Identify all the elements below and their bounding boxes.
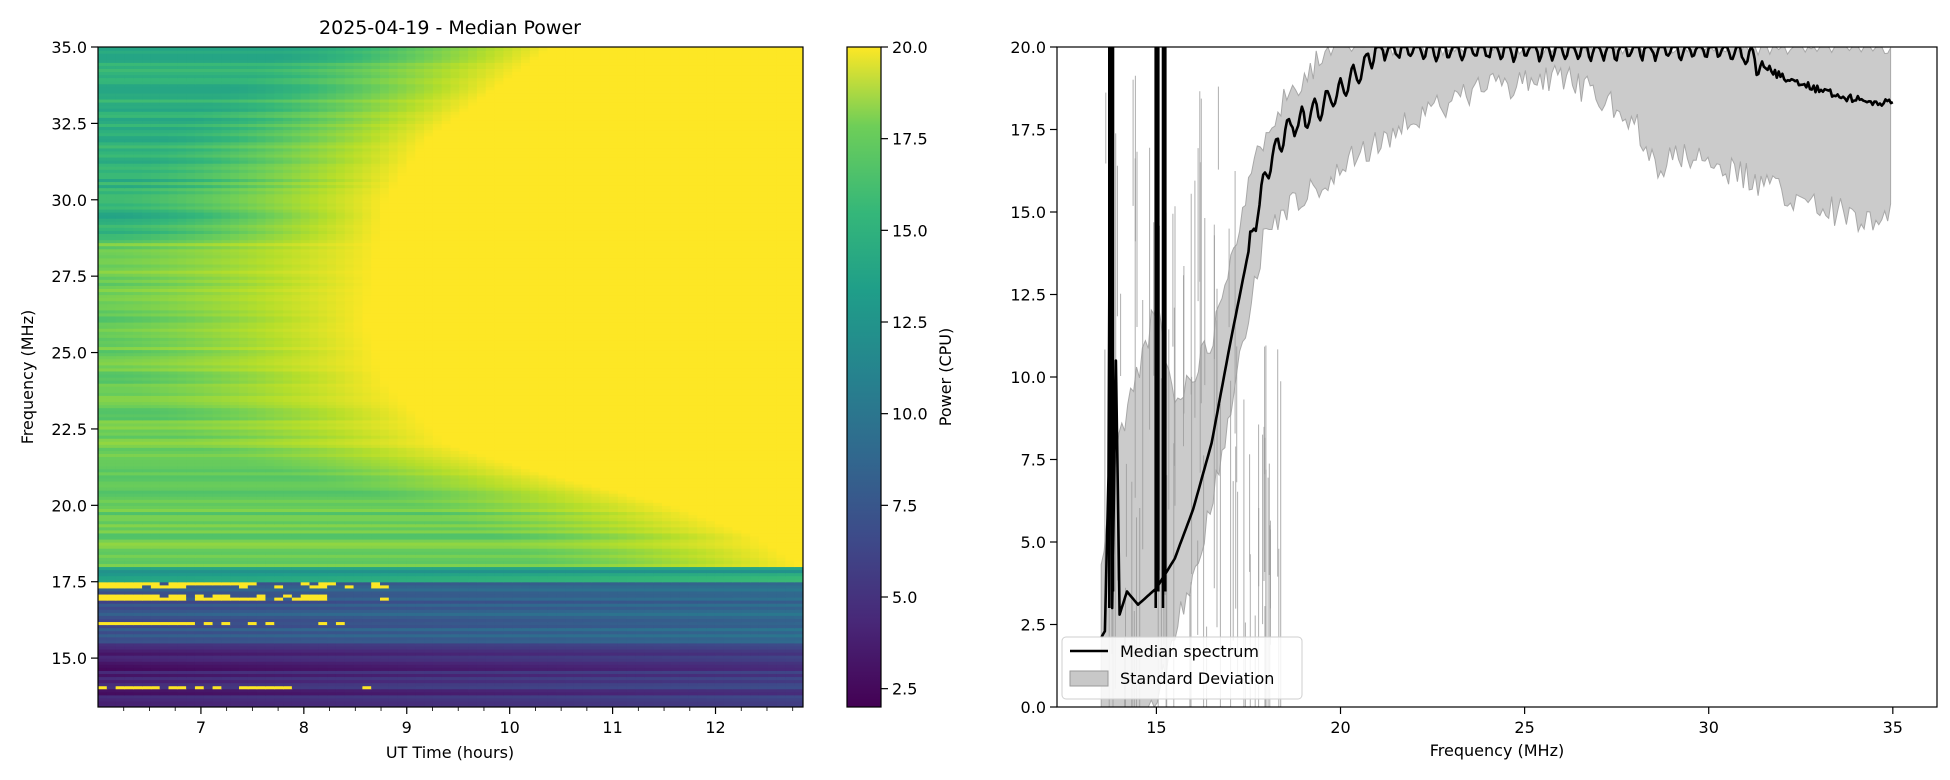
heatmap-panel: 7 8 9 10 11 12 15.017.520.022.525.027.530.032… [18,17,804,762]
heatmap-cells [98,47,804,708]
